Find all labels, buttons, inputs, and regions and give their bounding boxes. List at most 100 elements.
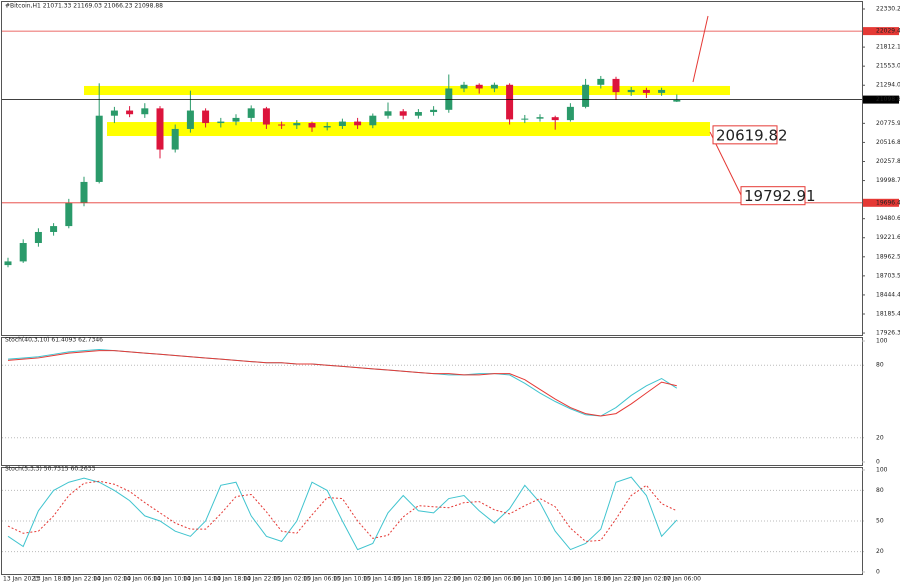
candle-body [627,89,635,93]
candle-body [171,128,179,150]
candle-body [506,84,514,120]
candle-body [95,115,103,182]
y-tick-label: 20257.80 [876,158,900,165]
candle-body [597,78,605,85]
y-tick-label: 22330.20 [876,5,900,12]
x-tick-label: 15 Jan 22:00 [423,576,461,583]
x-tick-label: 16 Jan 06:00 [483,576,521,583]
candle-body [445,88,453,110]
panel-title: Stoch(5,3,3) 50.7315 60.2633 [5,466,96,473]
stoch-panel-1 [1,337,863,466]
candle-body [642,89,650,93]
x-tick-label: 14 Jan 22:00 [243,576,281,583]
y-tick-label: 18185.40 [876,310,900,317]
candle-body [430,109,438,113]
candle-body [475,84,483,89]
candle-body [460,84,468,89]
zone [84,85,730,96]
x-tick-label: 14 Jan 14:00 [183,576,221,583]
x-tick-label: 16 Jan 18:00 [573,576,611,583]
x-tick-label: 17 Jan 06:00 [663,576,701,583]
level-label: 21098.88 [876,96,900,103]
indicator-line [7,350,677,417]
y-tick-label: 18444.45 [876,291,900,298]
x-tick-label: 14 Jan 18:00 [213,576,251,583]
stoch-panel-2 [1,467,863,575]
x-tick-label: 13 Jan 2023 [3,576,39,583]
candle-body [141,108,149,115]
x-tick-label: 16 Jan 22:00 [603,576,641,583]
candle-body [354,121,362,126]
candle-body [582,84,590,107]
candle-body [566,106,574,121]
y-tick-label: 50 [876,518,884,525]
y-tick-label: 18962.55 [876,253,900,260]
y-tick-label: 80 [876,487,884,494]
y-tick-label: 20 [876,434,884,441]
candle-body [80,181,88,203]
x-tick-label: 14 Jan 02:00 [93,576,131,583]
candle-body [50,226,58,232]
candle-body [673,99,681,102]
candle-body [384,111,392,116]
x-tick-label: 15 Jan 10:00 [333,576,371,583]
annotation: 19792.91 [744,187,816,205]
candle-body [262,108,270,125]
candle-body [308,123,316,128]
candle-body [217,121,225,124]
candle-body [521,118,529,120]
x-tick-label: 16 Jan 14:00 [543,576,581,583]
x-tick-label: 15 Jan 14:00 [363,576,401,583]
level-tag [863,95,899,104]
x-tick-label: 14 Jan 06:00 [123,576,161,583]
plot-layer: 22330.20 21812.10 21553.05 21294.00 20775.90… [2,5,900,583]
level-label: 22029.49 [876,28,900,35]
candle-body [536,117,544,119]
panel-title: #Bitcoin,H1 21071.33 21169.03 21066.23 2… [5,3,163,10]
y-tick-label: 18703.50 [876,272,900,279]
x-tick-label: 16 Jan 10:00 [513,576,551,583]
candle-body [551,117,559,121]
y-tick-label: 0 [876,569,880,576]
y-tick-label: 21553.05 [876,63,900,70]
candle-body [399,111,407,116]
y-tick-label: 21294.00 [876,82,900,89]
y-tick-label: 100 [876,467,888,474]
x-tick-label: 15 Jan 06:00 [303,576,341,583]
y-tick-label: 80 [876,362,884,369]
candle-body [338,121,346,127]
x-tick-label: 13 Jan 18:00 [33,576,71,583]
level-tag [863,198,899,207]
candle-body [490,84,498,89]
candle-body [293,123,301,126]
candle-body [126,110,134,115]
main-panel [1,1,863,336]
candle-body [278,124,286,126]
x-tick-label: 16 Jan 02:00 [453,576,491,583]
x-tick-label: 13 Jan 22:00 [63,576,101,583]
candle-body [110,110,118,116]
candle-body [34,231,42,244]
indicator-line [7,476,678,551]
candle-body [414,112,422,116]
candle-body [323,126,331,128]
x-tick-label: 17 Jan 02:00 [633,576,671,583]
candle-body [156,108,164,150]
candle-body [658,89,666,93]
y-tick-label: 20 [876,548,884,555]
y-tick-label: 20775.90 [876,120,900,127]
level-label: 19696.41 [876,199,900,206]
candle-body [65,202,73,227]
candle-body [369,115,377,126]
candle-body [4,261,12,266]
y-tick-label: 100 [876,338,888,345]
annotation-box [740,186,806,206]
annotation: 20619.82 [716,126,788,144]
candle-body [186,110,194,129]
y-tick-label: 19480.65 [876,215,900,222]
y-tick-label: 20516.85 [876,139,900,146]
candle-body [247,108,255,118]
y-tick-label: 19221.60 [876,234,900,241]
x-tick-label: 15 Jan 18:00 [393,576,431,583]
